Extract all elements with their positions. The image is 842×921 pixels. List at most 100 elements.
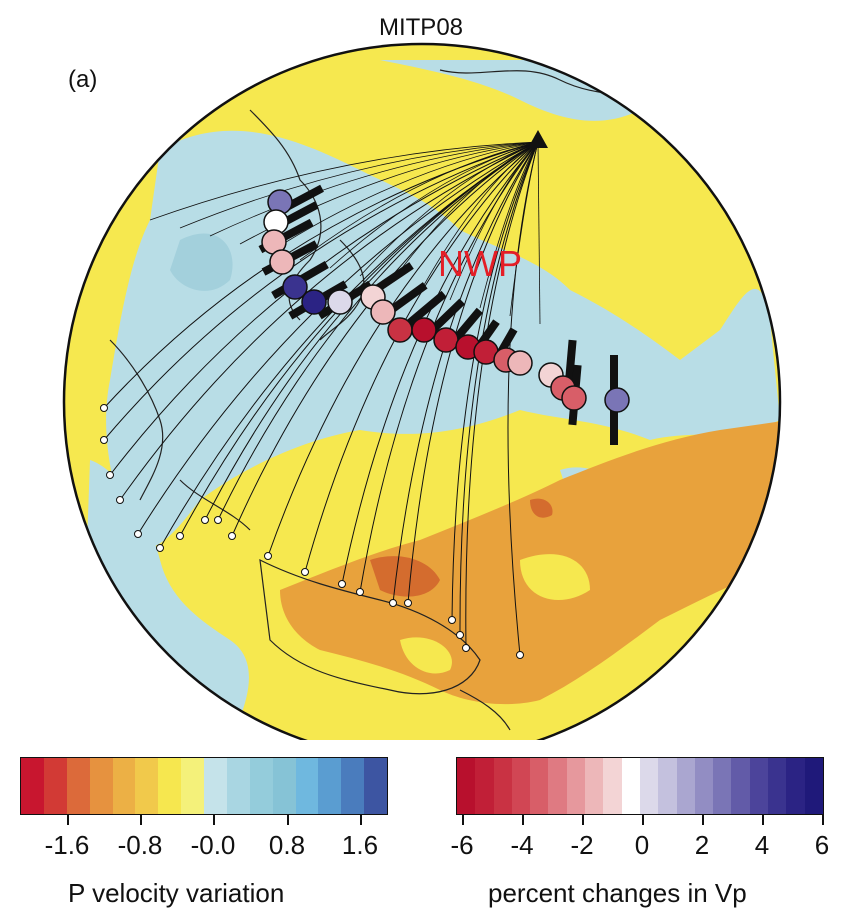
velocity-tick-label: 0.8 [268, 830, 306, 860]
percent-tick-label: 0 [634, 830, 650, 860]
percent-tick-label: -2 [570, 830, 594, 860]
ray-path [465, 141, 539, 649]
pierce-point [507, 350, 533, 376]
colorbar-tick [213, 815, 215, 825]
ray-endpoint [176, 532, 184, 540]
colorbar-swatch [158, 758, 182, 814]
colorbar-tick [702, 815, 704, 825]
colorbar-swatch [21, 758, 44, 814]
pierce-point [370, 299, 396, 325]
colorbar-swatch [566, 758, 586, 814]
percent-tick-label: -4 [510, 830, 534, 860]
colorbar-swatch [475, 758, 494, 814]
ray-endpoint [448, 616, 456, 624]
colorbar-swatch [318, 758, 342, 814]
colorbar-swatch [493, 758, 512, 814]
velocity-tick-label: -0.8 [117, 830, 163, 860]
colorbar-swatch [585, 758, 604, 814]
pierce-point [269, 249, 295, 275]
pierce-point [282, 274, 308, 300]
colorbar-swatch [341, 758, 365, 814]
ray-path [509, 141, 539, 317]
panel-label: (a) [68, 66, 98, 93]
colorbar-velocity-swatches [20, 757, 388, 815]
colorbar-swatch [112, 758, 136, 814]
ray-endpoint [516, 651, 524, 659]
ray-endpoint [134, 530, 142, 538]
ray-path [537, 141, 541, 325]
colorbar-swatch [676, 758, 695, 814]
colorbar-swatch [621, 758, 640, 814]
pierce-point [433, 327, 459, 353]
globe-outline [62, 42, 782, 740]
ray-endpoint [156, 544, 164, 552]
ray-endpoint [462, 644, 470, 652]
colorbar-swatch [731, 758, 750, 814]
ray-endpoint [338, 580, 346, 588]
ray-endpoint [106, 471, 114, 479]
colorbar-percent-ticks [456, 815, 824, 827]
pierce-point [561, 385, 587, 411]
colorbar-tick [462, 815, 464, 825]
colorbar-swatch [226, 758, 250, 814]
ray-path [419, 141, 539, 293]
ray-path [329, 141, 539, 269]
colorbar-swatch [249, 758, 273, 814]
colorbar-tick [762, 815, 764, 825]
ray-endpoint [116, 496, 124, 504]
ray-endpoint [201, 516, 209, 524]
colorbar-swatch [66, 758, 90, 814]
colorbar-swatch [713, 758, 732, 814]
velocity-tick-label: -1.6 [44, 830, 90, 860]
colorbar-swatch [658, 758, 677, 814]
velocity-tick-label: -0.0 [190, 830, 236, 860]
pierce-point [387, 317, 413, 343]
colorbar-swatch [639, 758, 659, 814]
station-triangle-icon [528, 130, 548, 148]
colorbar-tick [140, 815, 142, 825]
ray-endpoint [389, 599, 397, 607]
percent-tick-label: -6 [450, 830, 474, 860]
ray-path [359, 141, 539, 277]
region-label: NWP [438, 243, 522, 284]
colorbar-swatch [694, 758, 714, 814]
colorbar-tick [522, 815, 524, 825]
colorbar-velocity-ticks [20, 815, 388, 827]
ray-path [389, 141, 539, 285]
ray-path [103, 141, 539, 409]
colorbar-swatch [749, 758, 769, 814]
colorbar-tick [287, 815, 289, 825]
ray-endpoint [301, 568, 309, 576]
percent-tick-label: 2 [694, 830, 710, 860]
ray-path [299, 141, 539, 261]
colorbar-swatch [768, 758, 787, 814]
colorbar-tick [360, 815, 362, 825]
colorbar-tick [822, 815, 824, 825]
colorbar-swatch [295, 758, 319, 814]
ray-endpoint [228, 532, 236, 540]
colorbar-swatch [804, 758, 823, 814]
colorbar-tick [67, 815, 69, 825]
pierce-points [261, 189, 630, 413]
colorbar-swatch [135, 758, 159, 814]
ray-endpoint [456, 631, 464, 639]
ray-endpoint [404, 599, 412, 607]
colorbar-swatch [457, 758, 476, 814]
colorbar-tick [642, 815, 644, 825]
velocity-tick-label: 1.6 [341, 830, 379, 860]
pierce-point [301, 289, 327, 315]
percent-tick-label: 4 [754, 830, 770, 860]
colorbar-swatch [43, 758, 67, 814]
colorbar-swatch [89, 758, 113, 814]
colorbar-tick [582, 815, 584, 825]
ray-endpoint [100, 404, 108, 412]
velocity-colorbar-title: P velocity variation [68, 878, 285, 908]
figure-title: MITP08 [378, 14, 464, 41]
ray-endpoint [264, 552, 272, 560]
colorbar-percent-swatches [456, 757, 824, 815]
percent-tick-label: 6 [814, 830, 830, 860]
ray-path [479, 141, 539, 309]
colorbar-swatch [511, 758, 531, 814]
ray-path [149, 141, 539, 221]
globe-map: NWP [62, 42, 782, 740]
